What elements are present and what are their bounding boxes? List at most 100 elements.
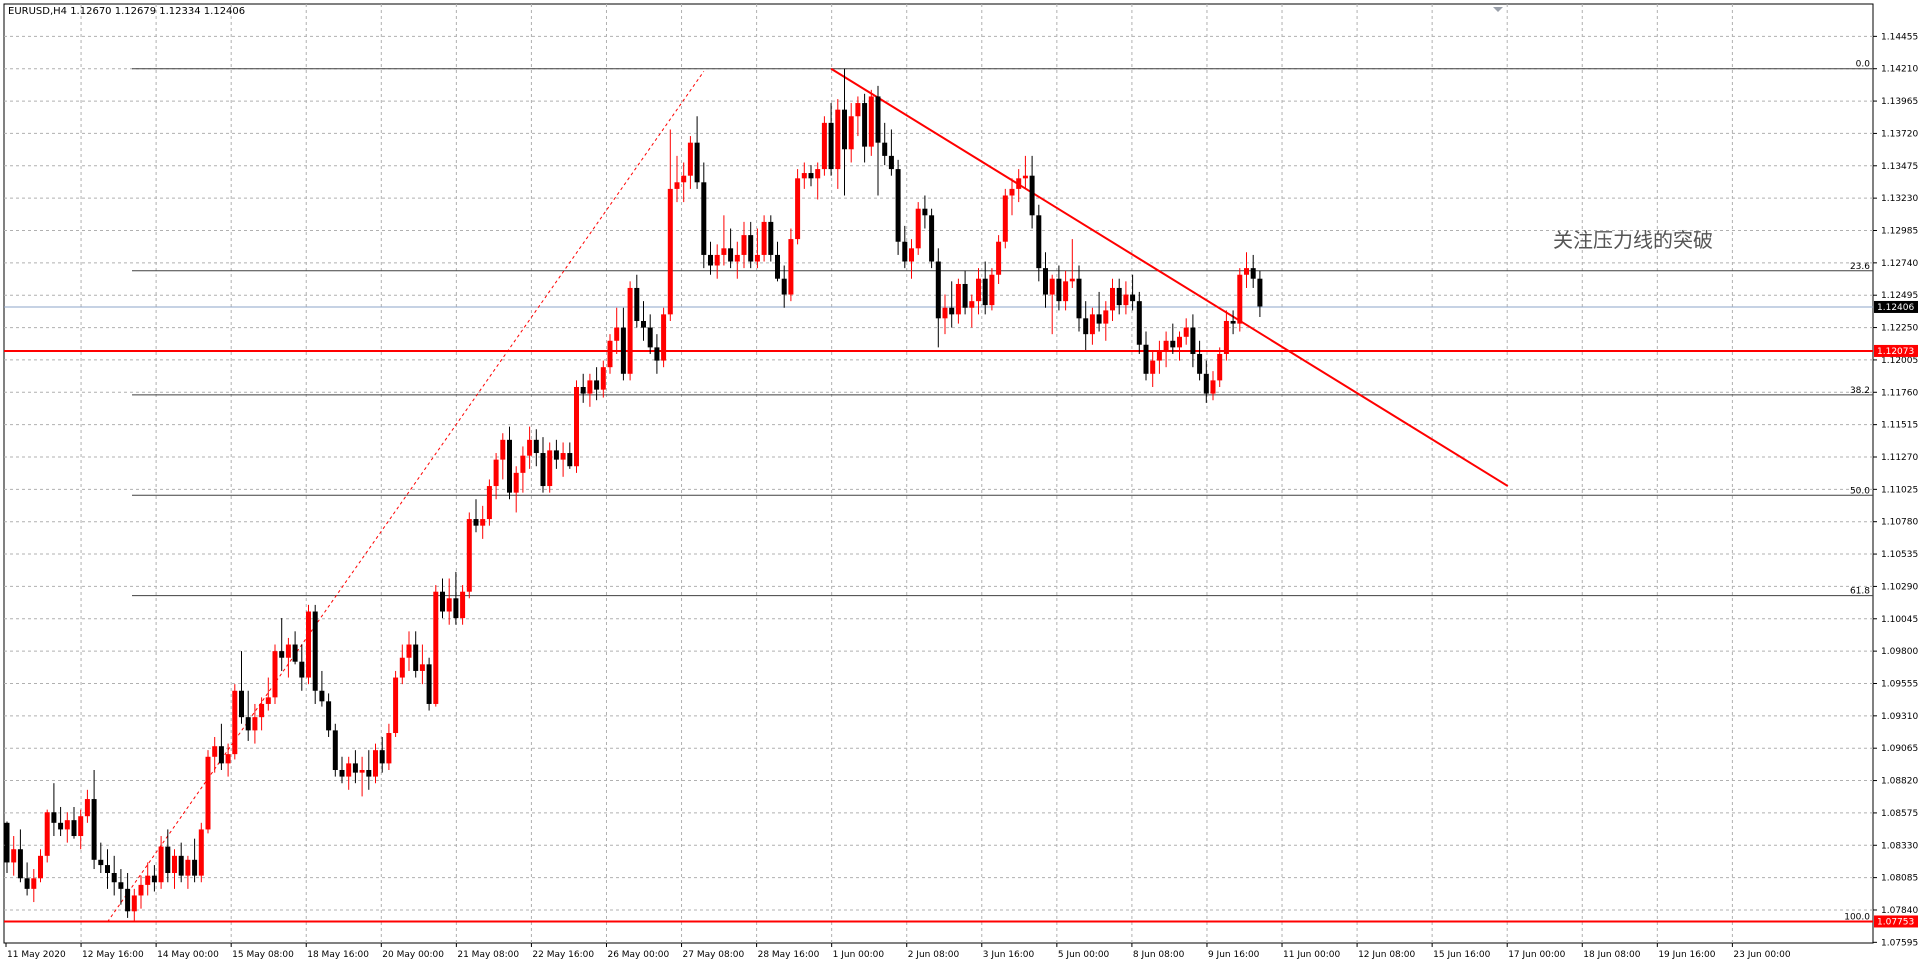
candle (332, 723, 338, 777)
candle (252, 703, 258, 744)
annotation-text[interactable]: 关注压力线的突破 (1553, 228, 1713, 252)
candle-body (553, 450, 559, 460)
candle (567, 442, 573, 469)
y-tick-label: 1.12495 (1881, 291, 1918, 301)
candle-body (667, 188, 673, 315)
candle-body (433, 591, 439, 704)
candle-body (594, 380, 600, 390)
candle (694, 116, 700, 189)
x-tick-label: 21 May 08:00 (457, 950, 519, 960)
candle-body (51, 812, 57, 823)
candle (976, 268, 981, 315)
candle-body (721, 248, 727, 255)
candle-body (1123, 294, 1129, 306)
candle (480, 505, 486, 539)
candle (795, 169, 801, 245)
candle (1150, 350, 1156, 387)
candle (359, 756, 365, 797)
candle-body (1136, 301, 1142, 345)
plot-frame (3, 3, 1874, 944)
candle-body (795, 178, 801, 240)
candle (714, 244, 720, 279)
candle-body (265, 697, 271, 704)
low-price-tag: 1.07753 (1877, 917, 1914, 927)
candle-body (996, 241, 1002, 275)
candle (419, 644, 425, 685)
candle-body (520, 455, 526, 473)
x-tick-label: 9 Jun 16:00 (1208, 950, 1260, 960)
x-tick-label: 26 May 00:00 (607, 950, 669, 960)
candle (125, 873, 131, 918)
candle (681, 162, 687, 203)
candle-body (252, 717, 258, 731)
candle-body (902, 241, 908, 262)
price-axis[interactable]: 1.14455 1.14210 1.13965 1.13720 1.13475 1.132… (1873, 32, 1918, 948)
candle-body (513, 472, 519, 493)
candle-body (788, 239, 794, 295)
candle-body (1056, 278, 1062, 302)
drawn-lines[interactable] (107, 67, 1509, 923)
candle (285, 637, 291, 678)
candle (1190, 314, 1196, 368)
x-tick-label: 23 Jun 00:00 (1733, 950, 1790, 960)
candle-body (781, 278, 787, 295)
scroll-marker-icon[interactable] (1493, 7, 1503, 12)
fib-level-label: 50.0 (1850, 486, 1870, 496)
fib-level-label: 23.6 (1850, 262, 1870, 272)
candle-body (1163, 340, 1169, 351)
candle (540, 437, 546, 493)
time-axis[interactable]: 11 May 2020 12 May 16:00 14 May 00:00 15 Ma… (5, 943, 1791, 960)
candle-body (580, 386, 586, 394)
candle-body (587, 380, 593, 394)
candle (1076, 265, 1082, 332)
candle-body (620, 327, 626, 374)
candle-body (681, 175, 687, 183)
candle (379, 736, 385, 773)
candle (446, 578, 452, 625)
candle-body (567, 453, 573, 467)
x-tick-label: 2 Jun 08:00 (908, 950, 960, 960)
candle-body (292, 644, 298, 662)
y-tick-label: 1.08575 (1881, 809, 1918, 819)
candle-body (1069, 278, 1075, 282)
candle (279, 618, 285, 671)
candle-body (1130, 294, 1136, 302)
x-tick-label: 14 May 00:00 (157, 950, 219, 960)
candle (500, 433, 506, 480)
candle-body (647, 327, 653, 348)
candle (909, 239, 914, 279)
candle (507, 426, 512, 500)
candle (1043, 252, 1048, 308)
candle-body (232, 690, 238, 755)
candle (614, 307, 620, 354)
candle-body (500, 439, 506, 460)
candle-body (419, 664, 425, 671)
candle (962, 270, 968, 315)
candle (594, 367, 600, 401)
y-tick-label: 1.10780 (1881, 518, 1918, 528)
candle-body (17, 849, 23, 879)
candle (1110, 278, 1115, 321)
candle-body (339, 769, 345, 777)
candle (31, 869, 37, 903)
candle (533, 429, 539, 467)
candle-body (285, 644, 291, 658)
candle-body (607, 340, 613, 368)
candle (1230, 310, 1236, 335)
candle (1089, 307, 1095, 345)
candle-body (352, 763, 358, 773)
candle (78, 809, 84, 850)
current-price-tag: 1.12406 (1877, 303, 1914, 313)
candle-body (1029, 175, 1035, 216)
candle-body (198, 829, 204, 876)
candle (1049, 274, 1055, 335)
candle-body (935, 261, 941, 319)
candle (949, 281, 955, 328)
candle-body (708, 254, 713, 266)
candle (882, 122, 888, 166)
candle-body (909, 248, 914, 262)
candle-body (38, 855, 43, 879)
candle (922, 195, 928, 229)
candle-body (1190, 327, 1196, 354)
